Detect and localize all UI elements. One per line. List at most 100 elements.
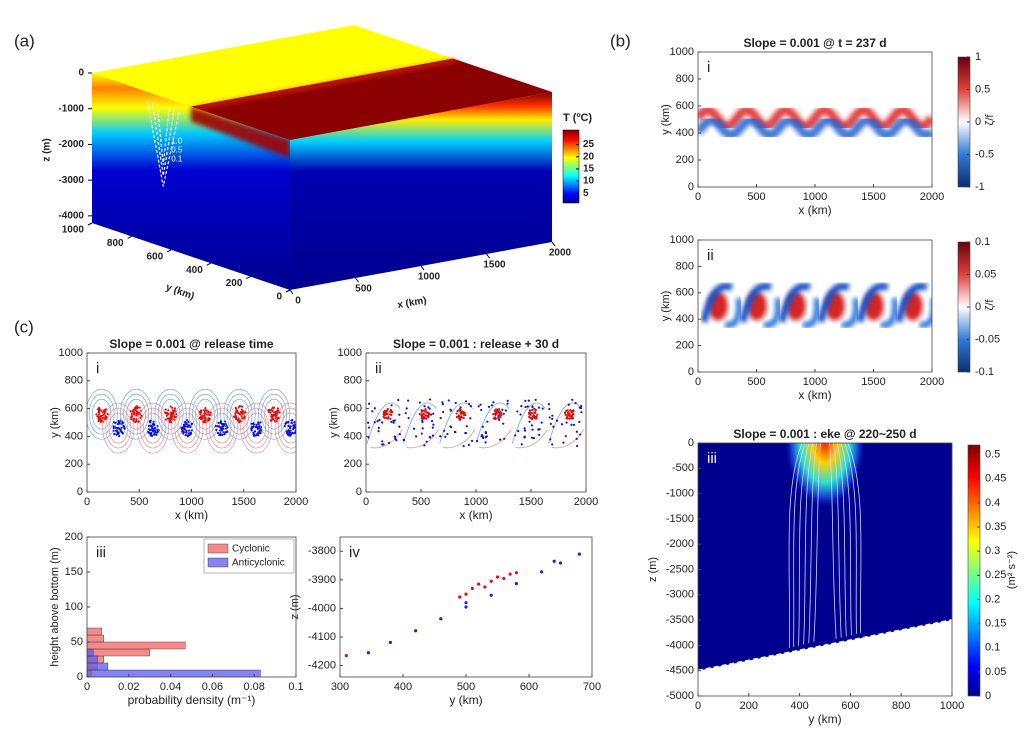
particle (480, 408, 483, 412)
particle (463, 412, 466, 415)
y-tick-label: 0 (77, 486, 83, 498)
colorbar-tick-label: 0.1 (975, 236, 990, 248)
particle (138, 406, 141, 409)
particle (216, 431, 219, 434)
particle (100, 414, 103, 418)
particle (186, 419, 189, 422)
particle (189, 431, 192, 434)
x-tick-label: 500 (747, 376, 765, 388)
particle (564, 413, 567, 416)
particle (166, 417, 170, 420)
streamline (157, 393, 184, 435)
particle (167, 409, 170, 412)
particle (169, 420, 172, 423)
particle (382, 415, 385, 418)
y-tick-label: -4000 (666, 639, 694, 651)
x-tick-label: 300 (331, 681, 349, 693)
particle (182, 430, 185, 434)
particle (132, 408, 135, 411)
particle (276, 407, 280, 410)
particle (99, 420, 102, 424)
streamline (511, 402, 546, 444)
streamline (240, 402, 273, 454)
particle (514, 434, 517, 437)
particle (294, 426, 296, 430)
point (366, 651, 370, 655)
point (502, 576, 506, 581)
plot-area (87, 388, 296, 454)
particle (392, 419, 395, 422)
point (514, 581, 519, 586)
particle (504, 409, 507, 412)
z-tick-label: 0 (78, 68, 84, 79)
chart-title: Slope = 0.001 @ release time (109, 337, 273, 351)
particle (386, 407, 389, 411)
streamline (551, 429, 585, 449)
particle (530, 424, 533, 427)
top-front-band (191, 58, 461, 110)
particle (439, 416, 442, 420)
particle (531, 416, 534, 420)
streamline (475, 402, 510, 444)
particle (527, 399, 530, 402)
panel-label: i (96, 360, 99, 377)
particle (565, 421, 568, 424)
y-tick-label: 800 (107, 238, 124, 249)
point (483, 585, 487, 589)
particle (390, 404, 393, 407)
particle (425, 440, 428, 443)
particle (424, 408, 427, 411)
y-tick-label: -4000 (308, 602, 336, 614)
y-tick-label: 400 (344, 430, 362, 442)
colorbar-tick-label: 0 (985, 690, 991, 702)
bar (87, 648, 150, 657)
point (495, 575, 500, 579)
x-axis-label: x (km) (798, 203, 831, 217)
particle (497, 416, 500, 420)
particle (535, 415, 538, 418)
chart-title: Slope = 0.001 @ t = 237 d (743, 36, 886, 50)
particle (117, 419, 120, 423)
y-tick-label: 0 (688, 366, 694, 378)
point (477, 582, 481, 586)
particle (578, 406, 581, 409)
legend-label: Anticyclonic (232, 558, 285, 569)
particle (517, 430, 520, 433)
x-tick (355, 277, 359, 283)
eke-contour (832, 443, 842, 638)
particle (185, 429, 188, 432)
x-tick (420, 265, 425, 271)
particle (462, 416, 465, 420)
particle (494, 410, 498, 413)
particle (532, 436, 536, 440)
colorbar-tick-label: 0.5 (975, 83, 990, 95)
x-tick-label: 1000 (803, 191, 827, 203)
particle (186, 434, 189, 437)
panel-label: (c) (14, 317, 34, 336)
y-tick-label: 0 (356, 486, 362, 498)
point (552, 559, 556, 563)
particle (203, 412, 206, 415)
plot-area (87, 627, 261, 677)
particle (529, 409, 532, 412)
particle (163, 411, 167, 414)
streamline (136, 402, 169, 454)
particle (367, 426, 371, 429)
particle (371, 410, 374, 413)
point (489, 593, 493, 597)
colorbar-tick-label: 5 (583, 188, 589, 199)
particle (528, 412, 531, 415)
particle (534, 398, 537, 401)
colorbar-tick-label: 0.1 (985, 642, 1000, 654)
particle (118, 434, 121, 438)
colorbar-tick-label: -0.1 (975, 366, 994, 378)
particle (271, 416, 274, 419)
particle (422, 409, 425, 412)
particle (398, 413, 401, 416)
x-tick-label: 2000 (920, 191, 944, 203)
legend-label: Cyclonic (232, 544, 270, 555)
x-tick-label: 1000 (464, 496, 488, 508)
particle (373, 407, 376, 410)
contour-label: 0.5 (171, 145, 183, 154)
